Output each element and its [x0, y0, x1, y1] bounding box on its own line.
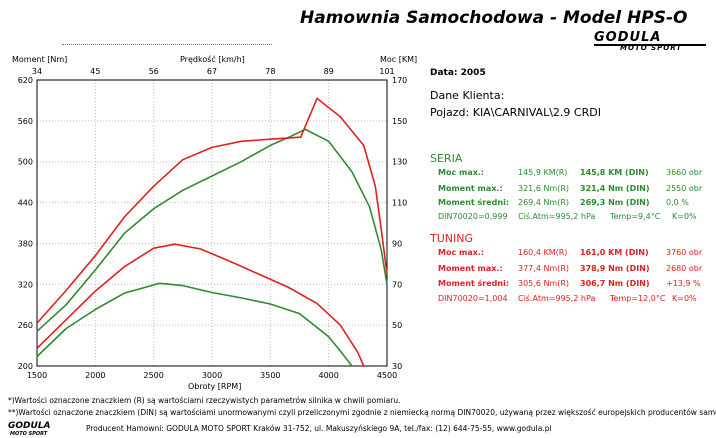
y-left-tick-label: 200 [18, 362, 33, 371]
tuning-raw: 160,4 KM(R) [518, 248, 568, 257]
x-tick-label: 3000 [202, 371, 222, 380]
y-left-tick-label: 380 [18, 239, 33, 248]
y-right-tick-label: 30 [392, 362, 402, 371]
tuning-label: Moc max.: [438, 248, 485, 257]
footer-logo-subtitle: MOTO SPORT [10, 431, 48, 437]
date-label: Data: 2005 [430, 68, 486, 78]
left-axis-title: Moment [Nm] [12, 55, 68, 64]
tuning-rpm: +13,9 % [666, 279, 701, 288]
x-tick-label: 4000 [318, 371, 338, 380]
tuning-heading: TUNING [430, 232, 473, 245]
tuning-label: Moment średni: [438, 279, 510, 288]
y-left-tick-label: 440 [18, 199, 33, 208]
y-right-tick-label: 150 [392, 117, 407, 126]
brand-subtitle: MOTO SPORT [620, 44, 683, 52]
client-label: Dane Klienta: [430, 89, 505, 102]
y-right-tick-label: 110 [392, 199, 407, 208]
x-tick-label: 1500 [27, 371, 47, 380]
top-tick-label: 45 [90, 67, 100, 76]
top-tick-label: 78 [265, 67, 275, 76]
plot-frame [36, 79, 388, 367]
y-left-tick-label: 320 [18, 280, 33, 289]
top-tick-label: 56 [149, 67, 159, 76]
x-tick-label: 3500 [260, 371, 280, 380]
seria-raw: 145,9 KM(R) [518, 168, 568, 177]
seria-rpm: 0,0 % [666, 198, 689, 207]
y-right-tick-label: 70 [392, 280, 402, 289]
x-tick-label: 2500 [143, 371, 163, 380]
seria-temp: Temp=9,4°C [610, 212, 661, 221]
seria-raw: 321,6 Nm(R) [518, 184, 570, 193]
right-axis-title: Moc [KM] [380, 55, 418, 64]
top-axis-title: Prędkość [km/h] [180, 55, 245, 64]
y-left-tick-label: 560 [18, 117, 33, 126]
tuning-din: 378,9 Nm (DIN) [580, 264, 650, 273]
series-line [36, 243, 365, 367]
seria-din: 321,4 Nm (DIN) [580, 184, 650, 193]
footnote-r: *)Wartości oznaczone znaczkiem (R) są wa… [8, 396, 401, 405]
seria-atm: Ciś.Atm=995,2 hPa [518, 212, 596, 221]
vehicle-label: Pojazd: KIA\CARNIVAL\2.9 CRDI [430, 106, 601, 119]
seria-din: 269,3 Nm (DIN) [580, 198, 650, 207]
footer-producer: Producent Hamowni: GODULA MOTO SPORT Kra… [86, 424, 552, 433]
seria-rpm: 2550 obr [666, 184, 703, 193]
footer-logo: GODULA [8, 421, 51, 431]
seria-k: K=0% [672, 212, 697, 221]
seria-label: Moment średni: [438, 198, 510, 207]
top-tick-label: 101 [379, 67, 394, 76]
y-right-tick-label: 50 [392, 321, 402, 330]
x-axis-title: Obroty [RPM] [188, 382, 242, 391]
y-right-tick-label: 90 [392, 239, 402, 248]
seria-din-factor: DIN70020=0,999 [438, 212, 508, 221]
tuning-din: 161,0 KM (DIN) [580, 248, 649, 257]
y-left-tick-label: 620 [18, 76, 33, 85]
y-right-tick-label: 170 [392, 76, 407, 85]
y-left-tick-label: 500 [18, 158, 33, 167]
top-tick-label: 67 [207, 67, 217, 76]
top-tick-label: 34 [32, 67, 42, 76]
seria-rpm: 3660 obr [666, 168, 703, 177]
x-tick-label: 4500 [377, 371, 397, 380]
tuning-din-factor: DIN70020=1,004 [438, 294, 508, 303]
top-tick-label: 89 [324, 67, 334, 76]
tuning-k: K=0% [672, 294, 697, 303]
tuning-temp: Temp=12,0°C [610, 294, 666, 303]
tuning-rpm: 2680 obr [666, 264, 703, 273]
series-line [36, 128, 388, 332]
seria-heading: SERIA [430, 152, 463, 165]
dotted-separator [62, 44, 272, 45]
x-tick-label: 2000 [85, 371, 105, 380]
seria-label: Moment max.: [438, 184, 503, 193]
tuning-raw: 305,6 Nm(R) [518, 279, 570, 288]
page-title: Hamownia Samochodowa - Model HPS-O [300, 8, 688, 28]
tuning-raw: 377,4 Nm(R) [518, 264, 570, 273]
series-line [36, 282, 353, 367]
brand-underline [594, 44, 706, 46]
seria-raw: 269,4 Nm(R) [518, 198, 570, 207]
brand-logo: GODULA [594, 30, 662, 45]
tuning-rpm: 3760 obr [666, 248, 703, 257]
seria-label: Moc max.: [438, 168, 485, 177]
tuning-atm: Ciś.Atm=995,2 hPa [518, 294, 596, 303]
seria-din: 145,8 KM (DIN) [580, 168, 649, 177]
y-left-tick-label: 260 [18, 321, 33, 330]
y-right-tick-label: 130 [392, 158, 407, 167]
tuning-label: Moment max.: [438, 264, 503, 273]
series-line [36, 97, 388, 324]
tuning-din: 306,7 Nm (DIN) [580, 279, 650, 288]
footnote-din: **)Wartości oznaczone znaczkiem (DIN) są… [8, 408, 716, 417]
